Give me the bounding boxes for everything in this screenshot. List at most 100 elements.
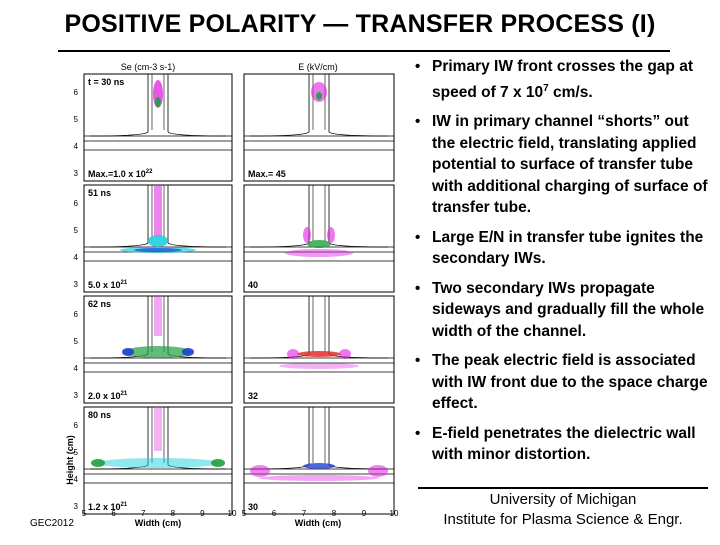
max-label: Max.=1.0 x 1022 xyxy=(88,169,153,179)
bullet-item: • Large E/N in transfer tube ignites the … xyxy=(412,227,712,270)
y-tick-label: 3 xyxy=(74,280,79,289)
affiliation-rule xyxy=(418,487,708,489)
x-tick-label: 10 xyxy=(390,509,399,518)
max-label: 1.2 x 1021 xyxy=(88,502,128,512)
field-contour xyxy=(303,227,311,243)
y-tick-label: 5 xyxy=(74,226,79,235)
field-contour xyxy=(339,349,351,359)
bullet-text: Primary IW front crosses the gap at spee… xyxy=(432,58,693,101)
x-tick-label: 8 xyxy=(332,509,337,518)
field-contour xyxy=(285,249,353,257)
ionization-contour xyxy=(148,235,168,247)
ionization-contour xyxy=(96,458,220,468)
panel-frame xyxy=(243,406,395,515)
max-label: 30 xyxy=(248,502,258,512)
field-contour xyxy=(250,465,270,477)
bullet-item: • E-field penetrates the dielectric wall … xyxy=(412,423,712,466)
conference-footer: GEC2012 xyxy=(30,518,74,529)
time-label: 62 ns xyxy=(88,299,111,309)
max-exponent: 21 xyxy=(121,391,128,397)
max-label: 2.0 x 1021 xyxy=(88,391,128,401)
y-tick-label: 4 xyxy=(74,253,79,262)
y-tick-label: 6 xyxy=(74,421,79,430)
x-tick-label: 5 xyxy=(242,509,247,518)
max-label: 32 xyxy=(248,391,258,401)
bullet-dot: • xyxy=(415,58,421,75)
field-contour xyxy=(327,227,335,243)
ionization-contour xyxy=(122,348,134,356)
y-tick-label: 5 xyxy=(74,337,79,346)
y-tick-label: 5 xyxy=(74,448,79,457)
y-tick-label: 4 xyxy=(74,475,79,484)
bullet-superscript: 7 xyxy=(543,82,549,94)
x-tick-label: 7 xyxy=(141,509,146,518)
bullet-text: The peak electric field is associated wi… xyxy=(432,352,708,413)
ionization-contour xyxy=(182,348,194,356)
x-axis-label-right: Width (cm) xyxy=(295,518,341,528)
bullet-item: • Primary IW front crosses the gap at spe… xyxy=(412,56,712,103)
x-tick-label: 9 xyxy=(362,509,367,518)
tube-foot xyxy=(167,242,227,248)
field-contour xyxy=(259,475,379,481)
y-axis-label: Height (cm) xyxy=(65,435,75,485)
ionization-contour xyxy=(154,407,162,451)
field-contour xyxy=(297,351,341,357)
affiliation-line-1: University of Michigan xyxy=(489,491,637,508)
field-contour xyxy=(287,349,299,359)
ionization-contour xyxy=(124,346,192,358)
field-contour xyxy=(303,463,335,469)
y-tick-label: 3 xyxy=(74,169,79,178)
bullet-dot: • xyxy=(415,113,421,131)
panels-group: 6 5 4 3 t = 30 ns Max.=1.0 x 1022 Max.= 45 6 5 4 3… xyxy=(74,73,395,515)
ionization-contour xyxy=(134,248,182,252)
bullet-dot: • xyxy=(415,352,421,370)
x-tick-label: 9 xyxy=(200,509,205,518)
slide-title: POSITIVE POLARITY — TRANSFER PROCESS (I) xyxy=(64,10,656,38)
affiliation: University of Michigan Institute for Pla… xyxy=(418,490,708,530)
max-label: Max.= 45 xyxy=(248,169,286,179)
panel-frame xyxy=(243,295,395,404)
max-label: 5.0 x 1021 xyxy=(88,280,128,290)
x-tick-label: 6 xyxy=(111,509,116,518)
x-tick-label: 8 xyxy=(171,509,176,518)
time-label: 51 ns xyxy=(88,188,111,198)
ionization-contour xyxy=(155,97,161,107)
y-tick-label: 4 xyxy=(74,142,79,151)
simulation-figure: Se (cm-3 s-1) E (kV/cm) 6 5 4 3 t = 30 ns Max… xyxy=(0,54,420,540)
bullet-list: • Primary IW front crosses the gap at spe… xyxy=(412,56,712,474)
bullet-text: IW in primary channel “shorts” out the e… xyxy=(432,113,708,217)
bullet-item: • Two secondary IWs propagate sideways an… xyxy=(412,278,712,343)
ionization-contour xyxy=(91,459,105,467)
bullet-text: Large E/N in transfer tube ignites the s… xyxy=(432,228,704,268)
y-tick-label: 6 xyxy=(74,199,79,208)
right-column-header: E (kV/cm) xyxy=(298,62,338,72)
title-underline xyxy=(58,50,670,52)
tube-foot xyxy=(249,131,310,137)
panel-frame xyxy=(243,184,395,293)
field-contour xyxy=(316,92,322,100)
bullet-item: • IW in primary channel “shorts” out the … xyxy=(412,111,712,219)
y-tick-label: 3 xyxy=(74,502,79,511)
max-exponent: 22 xyxy=(146,169,153,175)
x-tick-label: 7 xyxy=(302,509,307,518)
x-axis-label-left: Width (cm) xyxy=(135,518,181,528)
x-ticks-group: 5 6 7 8 9 10 5 6 7 8 9 10 xyxy=(82,509,399,518)
tube-foot xyxy=(328,131,389,137)
bullet-text: Two secondary IWs propagate sideways and… xyxy=(432,279,705,340)
y-tick-label: 4 xyxy=(74,364,79,373)
field-contour xyxy=(307,240,331,248)
ionization-contour xyxy=(154,185,162,237)
x-tick-label: 5 xyxy=(82,509,87,518)
bullet-dot: • xyxy=(415,279,421,297)
tube-foot xyxy=(89,242,149,248)
max-exponent: 21 xyxy=(121,502,128,508)
ionization-contour xyxy=(154,296,162,336)
left-column-header: Se (cm-3 s-1) xyxy=(121,62,176,72)
figure-svg: Se (cm-3 s-1) E (kV/cm) 6 5 4 3 t = 30 ns Max… xyxy=(65,62,399,528)
field-contour xyxy=(279,363,359,369)
x-tick-label: 6 xyxy=(272,509,277,518)
bullet-dot: • xyxy=(415,228,421,246)
max-exponent: 21 xyxy=(121,280,128,286)
y-tick-label: 6 xyxy=(74,88,79,97)
bullet-dot: • xyxy=(415,424,421,442)
